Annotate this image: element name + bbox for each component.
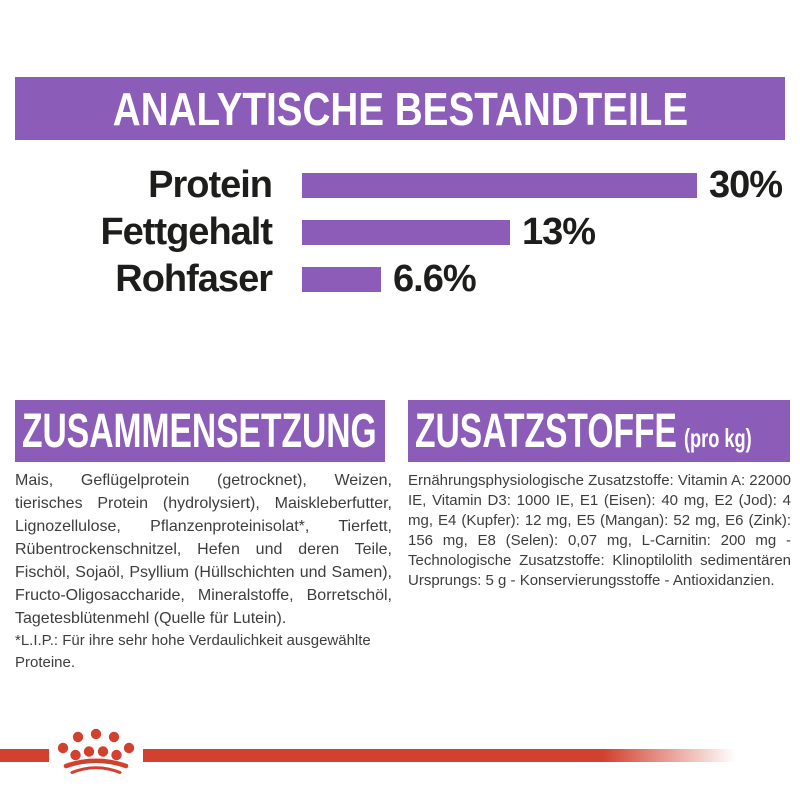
additives-header-banner: ZUSATZSTOFFE (pro kg) (408, 400, 790, 462)
composition-body: Mais, Geflügelprotein (getrocknet), Weiz… (15, 472, 392, 627)
royal-canin-crown-icon (57, 728, 135, 774)
chart-value-label: 30% (709, 164, 783, 206)
chart-bar (302, 173, 697, 198)
additives-header-text: ZUSATZSTOFFE (pro kg) (408, 404, 752, 459)
chart-category-label: Rohfaser (115, 258, 273, 300)
composition-footnote: *L.I.P.: Für ihre sehr hohe Verdaulichke… (15, 632, 371, 671)
footer-red-line-right (143, 749, 748, 762)
composition-header-banner: ZUSAMMENSETZUNG (15, 400, 385, 462)
chart-bar (302, 267, 381, 292)
chart-bar (302, 220, 510, 245)
analytical-bar-chart: Protein 30% Fettgehalt 13% Rohfaser 6.6% (0, 162, 800, 303)
chart-row-rohfaser: Rohfaser 6.6% (0, 256, 800, 303)
chart-row-fettgehalt: Fettgehalt 13% (0, 209, 800, 256)
chart-row-protein: Protein 30% (0, 162, 800, 209)
footer-red-line-left (0, 749, 49, 762)
additives-title-suffix: (pro kg) (683, 422, 752, 453)
chart-value-label: 13% (522, 211, 596, 253)
chart-category-label: Protein (148, 164, 273, 206)
analytical-title: ANALYTISCHE BESTANDTEILE (112, 82, 688, 135)
composition-title: ZUSAMMENSETZUNG (22, 404, 377, 458)
composition-header-text: ZUSAMMENSETZUNG (15, 404, 377, 459)
additives-title: ZUSATZSTOFFE (415, 404, 677, 458)
additives-body: Ernährungsphysiologische Zusatzstoffe: V… (408, 472, 792, 589)
composition-text-block: Mais, Geflügelprotein (getrocknet), Weiz… (15, 469, 392, 674)
chart-value-label: 6.6% (393, 258, 477, 300)
analytical-header-banner: ANALYTISCHE BESTANDTEILE (15, 77, 785, 140)
chart-category-label: Fettgehalt (100, 211, 273, 253)
additives-text-block: Ernährungsphysiologische Zusatzstoffe: V… (408, 471, 791, 591)
